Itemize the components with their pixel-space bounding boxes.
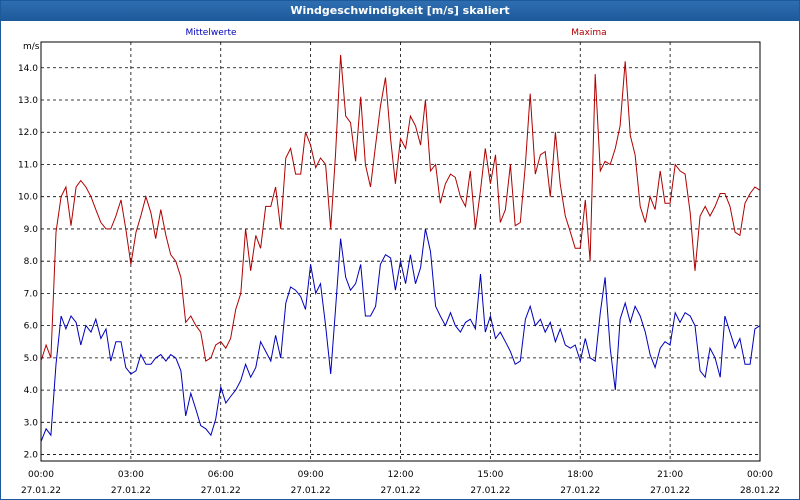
x-tick-time: 03:00	[118, 470, 144, 480]
series-line-maxima	[40, 54, 761, 362]
y-tick-label: 7.0	[24, 289, 39, 299]
y-tick-label: 14.0	[18, 64, 38, 74]
x-tick-time: 00:00	[28, 470, 54, 480]
y-tick-label: 4.0	[24, 386, 39, 396]
x-tick-time: 06:00	[208, 470, 234, 480]
y-tick-label: 3.0	[24, 418, 39, 428]
x-tick-time: 09:00	[298, 470, 324, 480]
legend-mittelwerte: Mittelwerte	[185, 28, 236, 38]
legend-maxima: Maxima	[571, 28, 606, 38]
x-tick-time: 18:00	[567, 470, 593, 480]
x-tick-time: 15:00	[477, 470, 503, 480]
y-tick-label: 11.0	[18, 160, 38, 170]
y-tick-label: 6.0	[24, 322, 39, 332]
x-tick-time: 00:00	[747, 470, 773, 480]
x-tick-date: 28.01.22	[740, 486, 780, 496]
x-tick-date: 27.01.22	[380, 486, 420, 496]
x-tick-date: 27.01.22	[21, 486, 61, 496]
y-tick-label: 8.0	[24, 257, 39, 267]
y-tick-label: 9.0	[24, 225, 39, 235]
x-tick-date: 27.01.22	[291, 486, 331, 496]
y-tick-label: 10.0	[18, 193, 38, 203]
y-tick-label: 2.0	[24, 451, 39, 461]
window-title: Windgeschwindigkeit [m/s] skaliert	[1, 1, 799, 21]
series-line-mittelwerte	[40, 228, 761, 442]
y-tick-label: 12.0	[18, 128, 38, 138]
x-tick-date: 27.01.22	[201, 486, 241, 496]
y-tick-label: 5.0	[24, 354, 39, 364]
x-tick-time: 21:00	[657, 470, 683, 480]
x-tick-date: 27.01.22	[650, 486, 690, 496]
y-tick-label: 13.0	[18, 96, 38, 106]
x-tick-date: 27.01.22	[470, 486, 510, 496]
x-tick-date: 27.01.22	[111, 486, 151, 496]
x-tick-time: 12:00	[388, 470, 414, 480]
x-tick-date: 27.01.22	[560, 486, 600, 496]
y-axis-label: m/s	[23, 42, 40, 52]
wind-speed-chart: m/s Mittelwerte Maxima 2.0 3.0 4.0 5.0 6.0 7.…	[18, 28, 780, 496]
